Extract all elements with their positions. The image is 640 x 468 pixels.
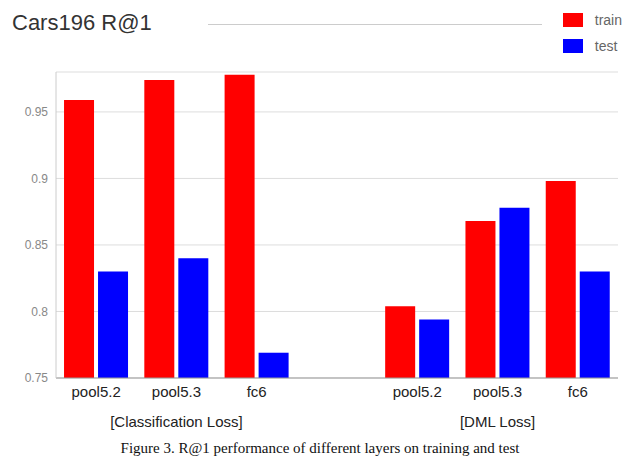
- svg-text:pool5.3: pool5.3: [152, 383, 201, 400]
- svg-text:[Classification Loss]: [Classification Loss]: [110, 413, 243, 430]
- svg-text:0.85: 0.85: [25, 238, 49, 252]
- svg-text:pool5.2: pool5.2: [72, 383, 121, 400]
- svg-text:0.95: 0.95: [25, 105, 49, 119]
- html-text:test: test: [594, 38, 618, 54]
- html-text:Figure 3. R@1 performance of d: Figure 3. R@1 performance of different l…: [120, 440, 520, 456]
- svg-text:fc6: fc6: [247, 383, 267, 400]
- svg-text:fc6: fc6: [568, 383, 588, 400]
- svg-text:0.9: 0.9: [31, 172, 48, 186]
- html-text:train: train: [594, 12, 622, 28]
- svg-text:[DML Loss]: [DML Loss]: [460, 413, 535, 430]
- html-text:Cars196 R@1: Cars196 R@1: [12, 10, 152, 35]
- svg-text:0.8: 0.8: [31, 305, 48, 319]
- svg-text:pool5.3: pool5.3: [473, 383, 522, 400]
- svg-text:0.75: 0.75: [25, 371, 49, 385]
- svg-text:pool5.2: pool5.2: [393, 383, 442, 400]
